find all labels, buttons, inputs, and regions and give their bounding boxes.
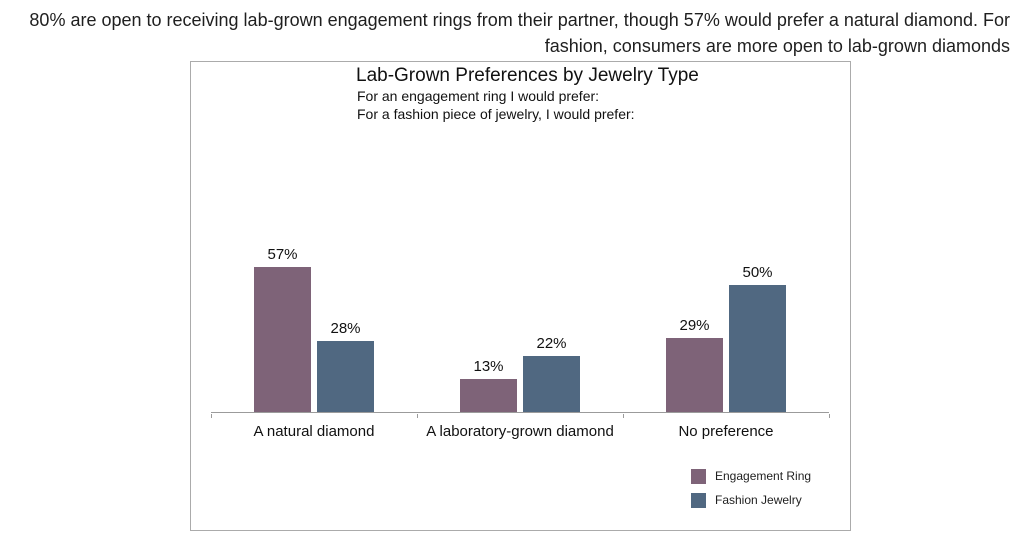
plot-area: 57% 28% 13% 22% 29% 50%: [211, 62, 829, 413]
bar-value-label: 28%: [330, 320, 361, 337]
headline-line-2: fashion, consumers are more open to lab-…: [544, 36, 1010, 56]
chart-title: Lab-Grown Preferences by Jewelry Type: [356, 65, 699, 86]
legend: Engagement Ring Fashion Jewelry: [691, 466, 811, 514]
legend-label: Fashion Jewelry: [715, 493, 802, 507]
legend-swatch: [691, 492, 706, 508]
axis-tick: [211, 414, 212, 418]
bar-value-label: 50%: [742, 264, 773, 281]
category-label-3: No preference: [678, 423, 774, 440]
bar-value-label: 57%: [267, 246, 298, 263]
legend-item-fashion-jewelry: Fashion Jewelry: [691, 490, 811, 510]
legend-label: Engagement Ring: [715, 469, 812, 483]
bar-fashion-jewelry-2: 22%: [523, 335, 580, 412]
bar-engagement-ring-2: 13%: [460, 358, 517, 412]
chart-subtitle-1: For an engagement ring I would prefer:: [357, 88, 600, 104]
chart-subtitle-2: For a fashion piece of jewelry, I would …: [357, 106, 635, 122]
bar-value-label: 22%: [536, 335, 567, 352]
legend-swatch: [691, 468, 706, 484]
bar-engagement-ring-3: 29%: [666, 317, 723, 412]
bar-fashion-jewelry-1: 28%: [317, 320, 374, 412]
axis-tick: [623, 414, 624, 418]
bar-value-label: 13%: [473, 358, 504, 375]
headline: 80% are open to receiving lab-grown enga…: [13, 7, 1010, 59]
bar-group-2: 13% 22%: [417, 62, 623, 412]
axis-tick: [829, 414, 830, 418]
legend-item-engagement-ring: Engagement Ring: [691, 466, 811, 486]
axis-tick: [417, 414, 418, 418]
headline-line-1: 80% are open to receiving lab-grown enga…: [29, 10, 1010, 30]
bar-fashion-jewelry-3: 50%: [729, 264, 786, 412]
chart-frame: Lab-Grown Preferences by Jewelry Type Fo…: [190, 61, 851, 531]
category-label-2: A laboratory-grown diamond: [426, 423, 614, 440]
bar-value-label: 29%: [679, 317, 710, 334]
bar-engagement-ring-1: 57%: [254, 246, 311, 412]
bar-group-1: 57% 28%: [211, 62, 417, 412]
category-label-1: A natural diamond: [253, 423, 375, 440]
bar-group-3: 29% 50%: [623, 62, 829, 412]
